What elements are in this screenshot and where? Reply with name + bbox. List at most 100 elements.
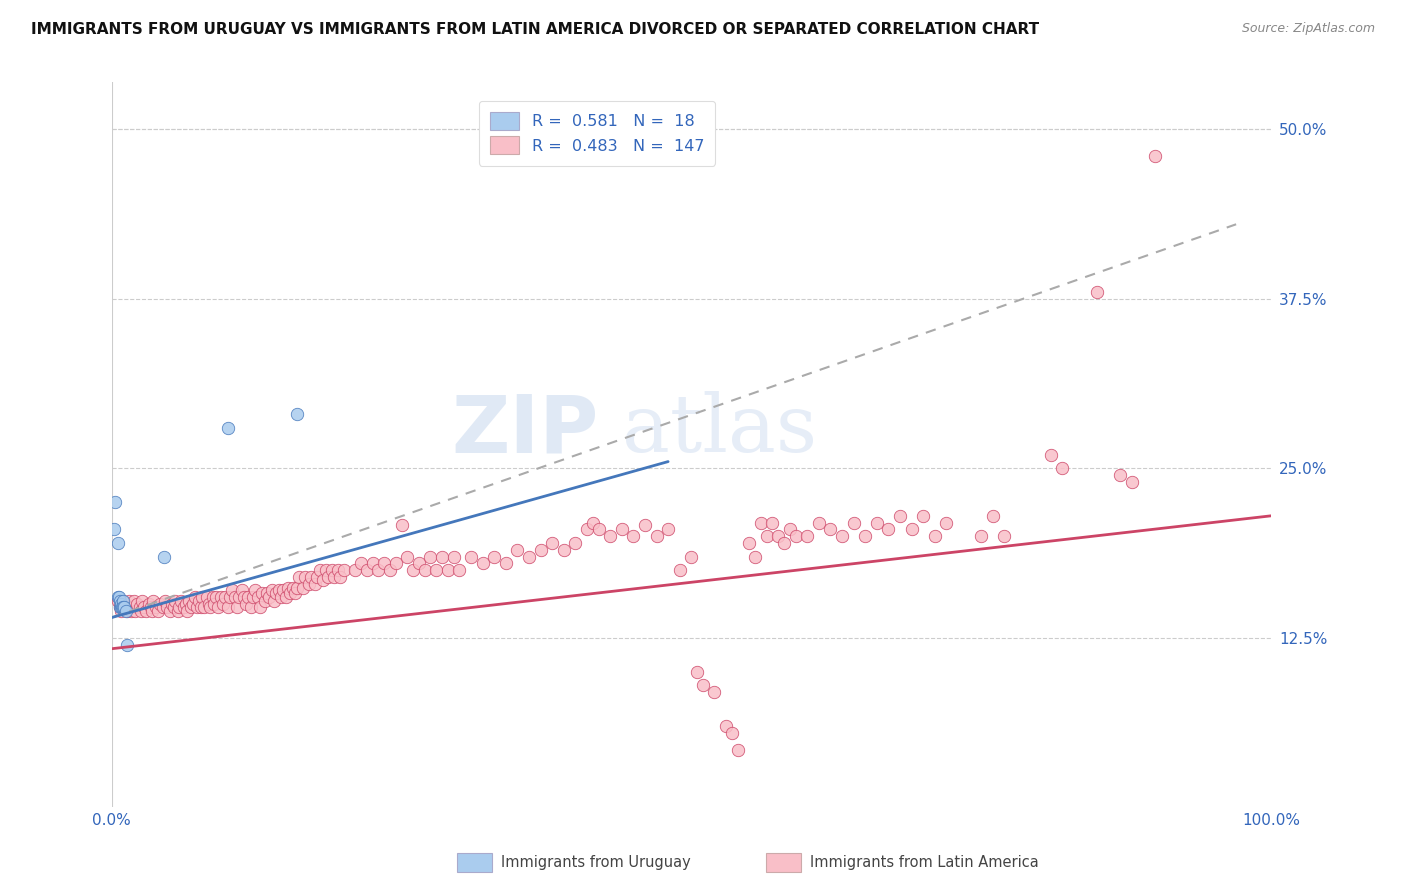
Point [329, 570, 352, 584]
Point [107, 591, 129, 605]
Point [291, 581, 314, 595]
Point [408, 556, 430, 570]
Point [686, 665, 709, 679]
Point [224, 591, 246, 605]
Point [1109, 468, 1132, 483]
Point [110, 599, 132, 614]
Point [285, 407, 308, 421]
Point [129, 604, 152, 618]
Point [195, 591, 218, 605]
Point [807, 516, 830, 530]
Point [842, 516, 865, 530]
Point [205, 591, 228, 605]
Point [134, 599, 156, 614]
Point [173, 599, 195, 614]
Point [402, 563, 425, 577]
Point [692, 678, 714, 692]
Point [970, 529, 993, 543]
Point [321, 563, 343, 577]
Point [121, 599, 143, 614]
Point [107, 591, 129, 605]
Point [184, 591, 207, 605]
Point [217, 599, 239, 614]
Point [114, 599, 136, 614]
Point [755, 529, 778, 543]
Point [179, 594, 201, 608]
Point [645, 529, 668, 543]
Point [373, 556, 395, 570]
Point [437, 563, 460, 577]
Point [344, 563, 367, 577]
Point [785, 529, 807, 543]
Point [599, 529, 621, 543]
Point [111, 599, 134, 614]
Point [120, 604, 142, 618]
Point [108, 594, 131, 608]
Point [118, 594, 141, 608]
Text: ZIP: ZIP [451, 391, 599, 469]
Point [270, 591, 292, 605]
Point [309, 563, 332, 577]
Point [727, 743, 749, 757]
Point [212, 597, 235, 611]
Point [214, 591, 236, 605]
Point [238, 591, 260, 605]
Point [266, 586, 288, 600]
Point [298, 576, 321, 591]
Point [259, 591, 281, 605]
Point [281, 581, 304, 595]
Point [912, 508, 935, 523]
Point [124, 604, 146, 618]
Point [853, 529, 876, 543]
Point [201, 591, 224, 605]
Point [114, 599, 136, 614]
Point [267, 583, 290, 598]
Point [245, 583, 267, 598]
Point [104, 495, 127, 509]
Point [165, 594, 187, 608]
Point [166, 604, 188, 618]
Point [221, 583, 243, 598]
Point [506, 542, 529, 557]
Point [877, 522, 900, 536]
Point [323, 570, 346, 584]
Point [299, 570, 322, 584]
Point [326, 563, 349, 577]
Point [681, 549, 703, 564]
Point [200, 599, 222, 614]
Point [217, 420, 239, 434]
Point [112, 594, 135, 608]
Point [749, 516, 772, 530]
Point [288, 570, 311, 584]
Text: Source: ZipAtlas.com: Source: ZipAtlas.com [1241, 22, 1375, 36]
Point [484, 549, 506, 564]
Point [271, 583, 294, 598]
Point [170, 594, 193, 608]
Point [495, 556, 517, 570]
Point [190, 599, 212, 614]
Point [796, 529, 818, 543]
Point [305, 570, 328, 584]
Legend: R =  0.581   N =  18, R =  0.483   N =  147: R = 0.581 N = 18, R = 0.483 N = 147 [479, 101, 716, 166]
Point [235, 597, 257, 611]
Point [152, 599, 174, 614]
Point [924, 529, 946, 543]
Point [1052, 461, 1074, 475]
Point [160, 597, 183, 611]
Point [471, 556, 494, 570]
Point [181, 597, 204, 611]
Point [278, 586, 301, 600]
Point [318, 570, 340, 584]
Point [256, 586, 278, 600]
Point [239, 599, 262, 614]
Point [127, 597, 149, 611]
Point [232, 591, 254, 605]
Point [460, 549, 482, 564]
Point [378, 563, 401, 577]
Point [449, 563, 471, 577]
Point [274, 591, 297, 605]
Text: Immigrants from Uruguay: Immigrants from Uruguay [501, 855, 690, 870]
Point [935, 516, 957, 530]
Point [145, 599, 167, 614]
Point [610, 522, 633, 536]
